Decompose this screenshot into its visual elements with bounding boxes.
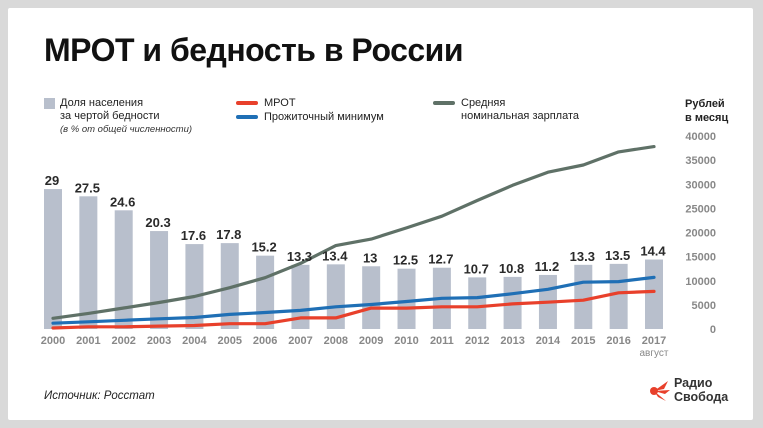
bar-value-label: 14.4: [640, 244, 666, 259]
poverty-bar: [79, 196, 98, 329]
chart-title: МРОТ и бедность в России: [44, 32, 464, 68]
legend-mrot-swatch: [236, 101, 258, 105]
poverty-bar: [185, 244, 204, 329]
legend-salary-line2: номинальная зарплата: [461, 110, 580, 122]
x-tick-label: 2015: [571, 335, 595, 347]
poverty-bar: [645, 259, 663, 329]
poverty-bar: [326, 264, 345, 329]
series-lines: [51, 145, 656, 330]
unit-line2: в месяц: [685, 112, 729, 124]
x-tick-label: 2016: [606, 335, 630, 347]
legend-mrot: МРОТ: [264, 97, 296, 109]
poverty-bar: [468, 277, 487, 329]
x-tick-label: 2008: [324, 335, 348, 347]
legend-salary-line1: Средняя: [461, 97, 506, 109]
bar-value-label: 10.7: [464, 261, 489, 276]
bar-value-label: 12.7: [428, 252, 453, 267]
y-tick-label: 40000: [685, 131, 716, 143]
x-tick-label: 2012: [465, 335, 489, 347]
source-note: Источник: Росстат: [44, 390, 155, 402]
y-tick-label: 25000: [685, 203, 716, 215]
poverty-bar: [397, 268, 416, 329]
x-tick-label: 2001: [76, 335, 100, 347]
y-tick-label: 5000: [692, 300, 716, 312]
legend-bars-line2: за чертой бедности: [60, 110, 160, 122]
right-axis-labels: 0 5000 10000 15000 20000 25000 30000 35000 40000: [685, 131, 716, 336]
y-tick-label: 0: [710, 324, 716, 336]
bar-value-label: 17.6: [181, 228, 206, 243]
x-tick-label: 2009: [359, 335, 383, 347]
legend-bars-line1: Доля населения: [60, 97, 144, 109]
bar-value-label: 15.2: [251, 240, 276, 255]
poverty-bar: [362, 266, 381, 329]
poverty-bar: [609, 263, 628, 329]
legend-salary-swatch: [433, 101, 455, 105]
right-axis-unit: Рублей в месяц: [685, 97, 728, 125]
legend-subsistence-swatch: [236, 115, 258, 119]
legend-bars: Доля населения за чертой бедности (в % о…: [60, 97, 192, 136]
bar-value-label: 11.2: [535, 259, 560, 274]
x-tick-label: 2013: [500, 335, 524, 347]
poverty-bar: [44, 189, 62, 329]
poverty-bar: [256, 255, 275, 329]
bar-value-label: 12.5: [393, 253, 418, 268]
salary-line: [51, 145, 656, 320]
poverty-bar: [291, 264, 310, 329]
legend-bars-note: (в % от общей численности): [60, 124, 193, 135]
bar-value-label: 13.5: [605, 248, 630, 263]
x-tick-label: 2003: [147, 335, 171, 347]
radio-svoboda-logo-icon: [650, 381, 670, 401]
legend-bars-swatch: [44, 98, 55, 109]
x-tick-sublabel: август: [640, 348, 669, 359]
y-tick-label: 30000: [685, 179, 716, 191]
legend-subsistence: Прожиточный минимум: [264, 111, 384, 123]
bar-value-label: 17.8: [216, 227, 241, 242]
bar-value-label: 10.8: [499, 261, 524, 276]
bar-value-label: 29: [45, 173, 59, 188]
legend-salary: Средняя номинальная зарплата: [461, 97, 579, 123]
bar-value-label: 13: [363, 250, 377, 265]
y-tick-label: 10000: [685, 276, 716, 288]
x-tick-label: 2006: [253, 335, 277, 347]
bar-value-label: 27.5: [75, 180, 100, 195]
x-axis-labels: 2000 2001 2002 2003 2004 2005 2006 2007 2008 2009…: [41, 335, 669, 359]
x-tick-label: 2010: [394, 335, 418, 347]
poverty-bar: [574, 264, 593, 329]
bar-value-labels: 29 27.5 24.6 20.3 17.6 17.8 15.2 13.3 13.4 13 12.5…: [45, 173, 667, 276]
mrot-line: [51, 289, 656, 330]
brand-line2: Свобода: [674, 390, 729, 404]
y-tick-label: 15000: [685, 252, 716, 264]
x-tick-label: 2014: [536, 335, 561, 347]
brand-line1: Радио: [674, 376, 713, 390]
poverty-bar: [150, 231, 169, 329]
x-tick-label: 2011: [430, 335, 454, 347]
y-tick-label: 35000: [685, 155, 716, 167]
x-tick-label: 2000: [41, 335, 65, 347]
x-tick-label: 2017: [642, 335, 666, 347]
subsistence-line: [51, 275, 656, 325]
poverty-bar: [114, 210, 133, 329]
bar-value-label: 13.3: [287, 249, 312, 264]
x-tick-label: 2007: [288, 335, 312, 347]
brand-name: Радио Свобода: [674, 376, 728, 404]
unit-line1: Рублей: [685, 98, 725, 110]
bar-value-label: 13.3: [570, 249, 595, 264]
y-tick-label: 20000: [685, 228, 716, 240]
x-tick-label: 2002: [111, 335, 135, 347]
x-tick-label: 2005: [218, 335, 242, 347]
x-tick-label: 2004: [182, 335, 207, 347]
bar-value-label: 20.3: [145, 215, 170, 230]
bar-value-label: 13.4: [322, 248, 348, 263]
bar-value-label: 24.6: [110, 194, 135, 209]
